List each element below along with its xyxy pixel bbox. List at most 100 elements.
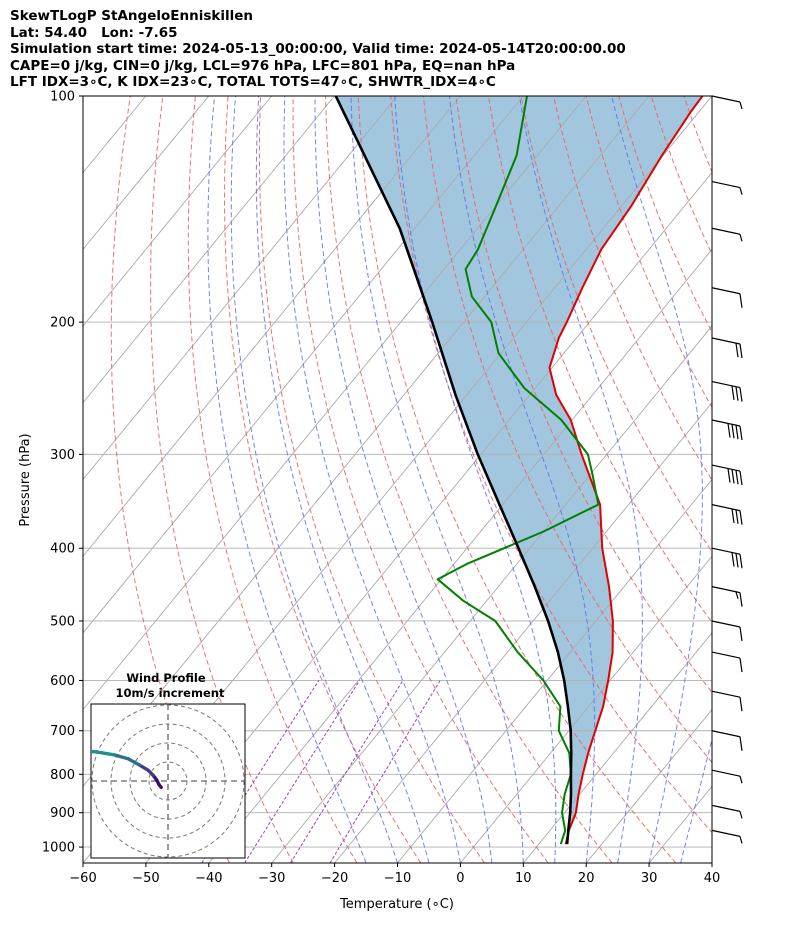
barb-flag [739,592,743,607]
hodograph-segment [20,698,23,709]
mixing-ratio-line [329,680,441,863]
barb-staff [711,547,741,555]
y-tick-label: 600 [50,674,75,689]
barb-flag [739,101,743,110]
moist-adiabat [394,96,557,863]
isotherm-line [585,708,712,863]
barb-flag [731,424,735,439]
isotherm-line [334,402,712,863]
wind-barb [711,547,743,569]
barb-flag [739,387,743,402]
hodograph-segment [28,724,34,735]
dry-adiabat [422,96,712,764]
barb-staff [711,180,741,189]
isotherm-line [83,96,398,481]
wind-barb [711,337,743,359]
hodograph-subtitle: 10m/s increment [116,686,225,700]
barb-flag [731,508,735,524]
wind-barb [711,769,743,784]
dry-adiabat [716,96,794,863]
dry-adiabat [782,96,794,863]
moist-adiabat [255,96,430,863]
barb-flag [739,657,743,673]
y-tick-label: 1000 [42,841,75,856]
barb-staff [711,804,741,812]
isotherm-line [648,785,712,863]
isotherm-line [83,96,461,557]
parcel-line [334,96,573,845]
barb-flag [739,626,743,642]
barb-flag [731,552,735,567]
barb-flag [739,836,743,844]
wind-barb [711,95,743,110]
plot-area [83,96,794,863]
moist-adiabat [230,96,398,863]
wind-barb [711,504,743,525]
barb-staff [711,769,741,777]
x-tick-label: 20 [578,871,595,886]
barb-flag [735,591,739,599]
x-axis-label: Temperature (∘C) [339,897,454,912]
x-tick-label: 10 [515,871,532,886]
wind-barb [711,419,743,441]
barb-staff [711,829,741,837]
barb-flag [739,470,743,486]
wind-barb [711,586,743,607]
barb-flag [739,343,743,359]
hodograph-title: Wind Profile [126,671,206,685]
dry-adiabat [585,96,712,409]
barb-flag [739,697,743,712]
index-line: LFT IDX=3∘C, K IDX=23∘C, TOTAL TOTS=47∘C… [10,74,496,91]
dry-adiabat [390,96,712,834]
barb-flag [735,553,739,568]
barb-flag [739,425,743,441]
wind-barb [711,380,743,402]
barb-flag [739,776,743,784]
isotherm-line [83,96,272,327]
barb-flag [731,385,735,400]
barb-flag [727,423,731,438]
dry-adiabat [618,96,712,334]
cape-line: CAPE=0 j/kg, CIN=0 j/kg, LCL=976 hPa, LF… [10,57,516,74]
hodograph-segment [43,744,57,749]
dry-adiabat [187,96,358,863]
moist-adiabat [314,96,493,863]
isotherm-line [83,96,210,251]
x-axis: −60 −50 −40 −30 −20 −10 0 10 20 30 40 [69,863,720,886]
barb-flag [735,470,739,485]
isotherm-line [522,632,712,863]
dry-adiabat [292,96,549,863]
hodograph-inset: Wind Profile 10m/s increment [20,671,246,859]
y-tick-label: 200 [50,316,75,331]
y-tick-label: 500 [50,614,75,629]
dry-adiabat [650,96,712,256]
barb-flag [735,386,739,401]
y-tick-label: 700 [50,724,75,739]
isotherm-line [83,96,84,97]
x-tick-label: 0 [456,871,464,886]
x-tick-label: −60 [69,871,96,886]
wind-barb [711,730,743,751]
x-tick-label: −40 [195,871,222,886]
y-axis: 1000 900 800 700 600 500 400 300 200 100 [42,90,83,856]
barb-staff [711,380,741,389]
barb-staff [711,419,741,427]
barb-flag [739,736,743,751]
isotherm-line [83,96,335,404]
wind-barbs [711,95,743,844]
moist-adiabat [207,96,367,863]
barb-staff [711,730,741,738]
barb-flag [739,187,743,195]
y-tick-label: 300 [50,448,75,463]
dry-adiabat [258,96,485,863]
temperature-line [548,96,704,845]
moist-adiabat [283,96,461,863]
y-tick-label: 100 [50,90,75,105]
barb-flag [739,234,743,242]
barb-staff [711,227,741,235]
hodograph-segment [112,753,130,761]
barb-flag [739,510,743,525]
barb-staff [711,586,741,594]
hodograph-segment [95,750,116,757]
